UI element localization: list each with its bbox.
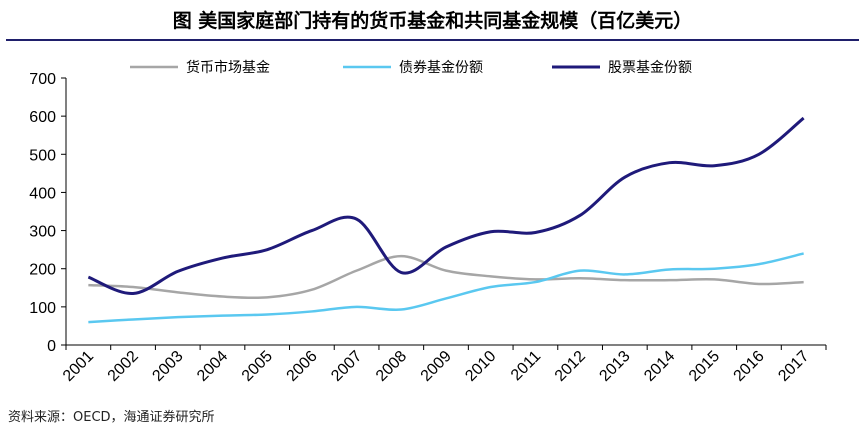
y-tick-label: 700 [29, 71, 56, 88]
title-divider [6, 39, 859, 41]
x-tick-label: 2013 [596, 348, 633, 385]
x-tick-label: 2008 [373, 348, 410, 385]
x-tick-label: 2005 [239, 348, 276, 385]
x-tick-label: 2015 [686, 348, 723, 385]
y-tick-label: 600 [29, 109, 56, 126]
y-axis-ticks: 0 100 200 300 400 500 600 700 [29, 71, 66, 355]
y-tick-label: 100 [29, 300, 56, 317]
y-tick-label: 400 [29, 185, 56, 202]
y-tick-label: 0 [47, 338, 56, 355]
x-tick-label: 2017 [775, 348, 812, 385]
legend: 货币市场基金 债券基金份额 股票基金份额 [130, 59, 692, 76]
x-tick-label: 2016 [731, 348, 768, 385]
series-line-3 [87, 116, 805, 296]
series-line-2 [88, 252, 804, 324]
legend-label-2: 债券基金份额 [399, 59, 483, 76]
series-line-1 [88, 254, 804, 300]
x-tick-label: 2007 [328, 348, 365, 385]
x-tick-label: 2006 [284, 348, 321, 385]
y-tick-label: 500 [29, 147, 56, 164]
x-tick-label: 2010 [462, 348, 499, 385]
chart-axes [65, 78, 826, 346]
y-tick-label: 300 [29, 224, 56, 241]
x-tick-label: 2012 [552, 348, 589, 385]
legend-label-1: 货币市场基金 [186, 59, 270, 76]
x-axis-ticks: 2001 2002 2003 2004 2005 2006 2007 2008 2009 2010… [60, 345, 827, 385]
x-tick-label: 2014 [641, 348, 678, 385]
x-tick-label: 2011 [508, 348, 544, 384]
x-tick-label: 2002 [105, 348, 142, 385]
chart-title: 图 美国家庭部门持有的货币基金和共同基金规模（百亿美元） [172, 10, 693, 32]
source-note: 资料来源：OECD，海通证券研究所 [8, 410, 215, 425]
x-tick-label: 2009 [418, 348, 455, 385]
x-tick-label: 2001 [60, 348, 97, 385]
series-lines [87, 116, 805, 324]
y-tick-label: 200 [29, 262, 56, 279]
legend-label-3: 股票基金份额 [608, 59, 692, 76]
x-tick-label: 2003 [149, 348, 186, 385]
x-tick-label: 2004 [194, 348, 231, 385]
